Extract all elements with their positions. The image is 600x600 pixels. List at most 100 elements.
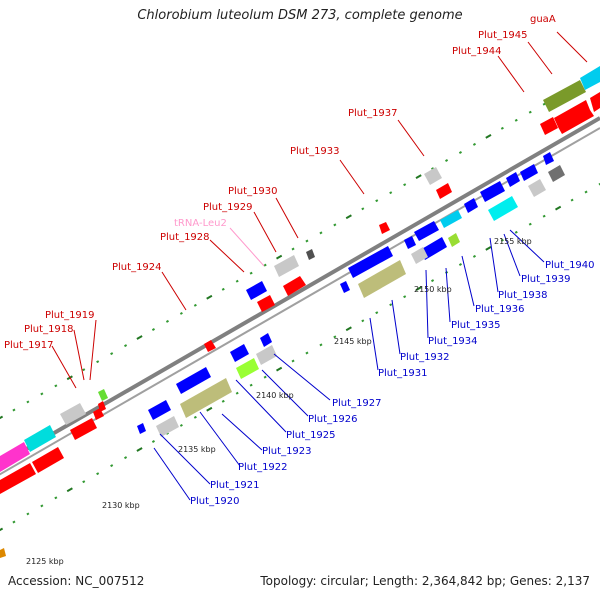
gene-label-trna-leu2[interactable]: tRNA-Leu2: [174, 218, 227, 229]
genome-summary-text: Topology: circular; Length: 2,364,842 bp…: [260, 574, 590, 588]
gene-feature[interactable]: [520, 164, 538, 181]
gene-feature[interactable]: [464, 198, 478, 213]
gene-feature[interactable]: [176, 367, 211, 394]
gene-feature[interactable]: [137, 423, 146, 434]
gene-feature[interactable]: [554, 100, 594, 134]
gene-feature[interactable]: [540, 117, 558, 135]
scale-tick: [389, 191, 393, 195]
gene-feature[interactable]: [0, 463, 36, 494]
scale-tick: [485, 246, 492, 251]
gene-label-plut-1937[interactable]: Plut_1937: [348, 108, 398, 119]
scale-tick: [249, 271, 253, 275]
leader-line: [73, 329, 85, 381]
gene-label-plut-1945[interactable]: Plut_1945: [478, 30, 528, 41]
scale-tick: [263, 263, 267, 267]
cog-block[interactable]: [424, 167, 442, 185]
gene-label-plut-1935[interactable]: Plut_1935: [451, 320, 501, 331]
gene-label-plut-1921[interactable]: Plut_1921: [210, 480, 260, 491]
gene-label-plut-1926[interactable]: Plut_1926: [308, 414, 358, 425]
gene-feature[interactable]: [230, 344, 249, 362]
genome-title: Chlorobium luteolum DSM 273, complete ge…: [137, 8, 463, 23]
cog-block[interactable]: [24, 425, 56, 452]
scale-tick: [12, 408, 16, 412]
cog-block[interactable]: [236, 358, 259, 379]
gene-feature[interactable]: [480, 181, 505, 202]
gene-feature[interactable]: [98, 401, 106, 412]
gene-feature[interactable]: [70, 418, 97, 440]
cog-block[interactable]: [274, 255, 299, 277]
gene-label-plut-1923[interactable]: Plut_1923: [262, 446, 312, 457]
scale-tick: [263, 375, 267, 379]
cog-block[interactable]: [256, 345, 277, 365]
gene-feature[interactable]: [404, 236, 416, 249]
gene-feature[interactable]: [246, 281, 267, 300]
gene-label-plut-1918[interactable]: Plut_1918: [24, 324, 74, 335]
cog-block[interactable]: [580, 66, 600, 90]
gene-label-plut-1936[interactable]: Plut_1936: [475, 304, 525, 315]
gene-label-plut-1938[interactable]: Plut_1938: [498, 290, 548, 301]
gene-feature[interactable]: [148, 400, 171, 420]
scale-tick: [319, 231, 323, 235]
cog-block[interactable]: [543, 80, 586, 112]
gene-feature[interactable]: [506, 172, 520, 187]
gene-feature[interactable]: [257, 295, 275, 312]
gene-feature[interactable]: [348, 246, 393, 278]
gene-label-plut-1924[interactable]: Plut_1924: [112, 262, 162, 273]
gene-label-plut-1939[interactable]: Plut_1939: [521, 274, 571, 285]
scale-tick: [361, 319, 365, 323]
gene-label-plut-1925[interactable]: Plut_1925: [286, 430, 336, 441]
gene-label-plut-1940[interactable]: Plut_1940: [545, 260, 595, 271]
cog-block[interactable]: [411, 247, 428, 264]
gene-label-plut-1934[interactable]: Plut_1934: [428, 336, 478, 347]
cog-block[interactable]: [528, 179, 546, 197]
gene-label-plut-1929[interactable]: Plut_1929: [203, 202, 253, 213]
cog-block[interactable]: [60, 403, 86, 425]
gene-feature[interactable]: [379, 222, 390, 234]
scale-label: 2145 kbp: [334, 337, 372, 346]
gene-label-plut-1919[interactable]: Plut_1919: [45, 310, 95, 321]
leader-line: [489, 237, 499, 293]
cog-block[interactable]: [98, 389, 108, 401]
gene-label-plut-1932[interactable]: Plut_1932: [400, 352, 450, 363]
gene-label-plut-1931[interactable]: Plut_1931: [378, 368, 428, 379]
gene-label-plut-1920[interactable]: Plut_1920: [190, 496, 240, 507]
gene-feature[interactable]: [436, 183, 452, 199]
gene-feature[interactable]: [204, 340, 216, 352]
gene-feature[interactable]: [340, 281, 350, 293]
gene-label-plut-1930[interactable]: Plut_1930: [228, 186, 278, 197]
cog-block[interactable]: [358, 260, 406, 298]
leader-line: [339, 159, 365, 195]
cog-block[interactable]: [156, 416, 179, 437]
gene-label-plut-1933[interactable]: Plut_1933: [290, 146, 340, 157]
gene-feature[interactable]: [414, 221, 439, 241]
leader-line: [199, 411, 241, 467]
scale-tick: [26, 400, 30, 404]
accession-text: Accession: NC_007512: [8, 574, 145, 588]
scale-tick: [193, 415, 197, 419]
cog-block[interactable]: [488, 196, 518, 221]
cog-block[interactable]: [548, 165, 565, 182]
gene-label-plut-1944[interactable]: Plut_1944: [452, 46, 502, 57]
scale-tick: [165, 319, 169, 323]
gene-label-plut-1927[interactable]: Plut_1927: [332, 398, 382, 409]
gene-label-plut-1928[interactable]: Plut_1928: [160, 232, 210, 243]
cog-block[interactable]: [448, 233, 460, 247]
cog-block[interactable]: [0, 442, 30, 472]
leader-line: [527, 41, 553, 75]
gene-label-guaa[interactable]: guaA: [530, 14, 556, 25]
gene-label-plut-1922[interactable]: Plut_1922: [238, 462, 288, 473]
cog-block[interactable]: [180, 378, 232, 418]
cog-block[interactable]: [306, 249, 315, 260]
leader-line: [391, 299, 401, 355]
cog-block[interactable]: [440, 210, 462, 228]
gene-feature[interactable]: [260, 333, 272, 347]
gene-feature[interactable]: [590, 92, 600, 112]
gene-feature[interactable]: [543, 152, 554, 165]
gene-feature[interactable]: [32, 447, 64, 473]
gene-label-plut-1917[interactable]: Plut_1917: [4, 340, 54, 351]
gene-feature[interactable]: [420, 237, 447, 260]
scale-tick: [136, 335, 143, 340]
cog-block[interactable]: [0, 548, 6, 558]
gene-feature[interactable]: [283, 276, 306, 296]
scale-tick: [319, 343, 323, 347]
